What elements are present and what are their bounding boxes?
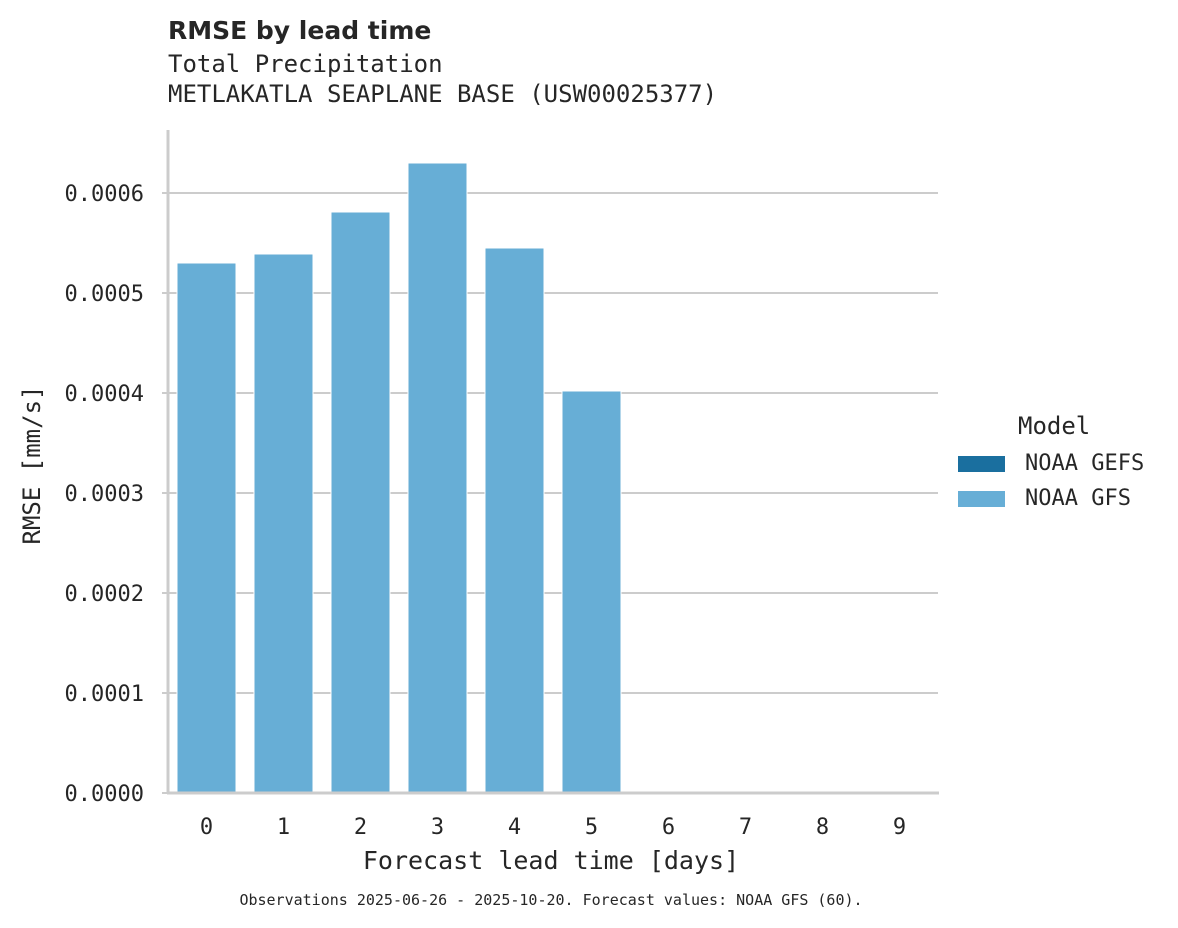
- x-tick-label: 1: [277, 815, 290, 840]
- bar: [407, 162, 468, 794]
- chart-subtitle-station: METLAKATLA SEAPLANE BASE (USW00025377): [168, 80, 718, 108]
- y-tick-label: 0.0003: [65, 482, 144, 507]
- x-tick-label: 7: [739, 815, 752, 840]
- y-tick-label: 0.0001: [65, 682, 144, 707]
- y-tick-label: 0.0004: [65, 382, 144, 407]
- legend-label-gfs: NOAA GFS: [1025, 486, 1131, 511]
- chart-subtitle-variable: Total Precipitation: [168, 50, 443, 78]
- y-tick-label: 0.0006: [65, 182, 144, 207]
- chart-title: RMSE by lead time: [168, 16, 432, 45]
- legend-item-gefs: NOAA GEFS: [958, 446, 1144, 481]
- x-tick-label: 0: [200, 815, 213, 840]
- y-tick-label: 0.0005: [65, 282, 144, 307]
- x-tick-label: 6: [662, 815, 675, 840]
- x-axis-label: Forecast lead time [days]: [362, 846, 740, 875]
- y-tick-label: 0.0000: [65, 782, 144, 807]
- x-tick-label: 9: [893, 815, 906, 840]
- bar: [561, 390, 622, 794]
- bar: [484, 247, 545, 794]
- legend-title: Model: [1018, 412, 1091, 440]
- bar: [330, 211, 391, 794]
- chart-caption: Observations 2025-06-26 - 2025-10-20. Fo…: [239, 891, 863, 909]
- legend-swatch-gefs: [958, 455, 1005, 472]
- legend-item-gfs: NOAA GFS: [958, 481, 1144, 516]
- x-tick-label: 3: [431, 815, 444, 840]
- x-tick-label: 4: [508, 815, 521, 840]
- x-tick-label: 5: [585, 815, 598, 840]
- bar: [253, 253, 314, 794]
- bar: [176, 262, 237, 794]
- y-tick-label: 0.0002: [65, 582, 144, 607]
- legend: Model NOAA GEFS NOAA GFS: [958, 412, 1144, 516]
- legend-label-gefs: NOAA GEFS: [1025, 451, 1145, 476]
- x-tick-label: 8: [816, 815, 829, 840]
- y-axis-label: RMSE [mm/s]: [18, 385, 46, 545]
- x-tick-label: 2: [354, 815, 367, 840]
- legend-swatch-gfs: [958, 490, 1005, 507]
